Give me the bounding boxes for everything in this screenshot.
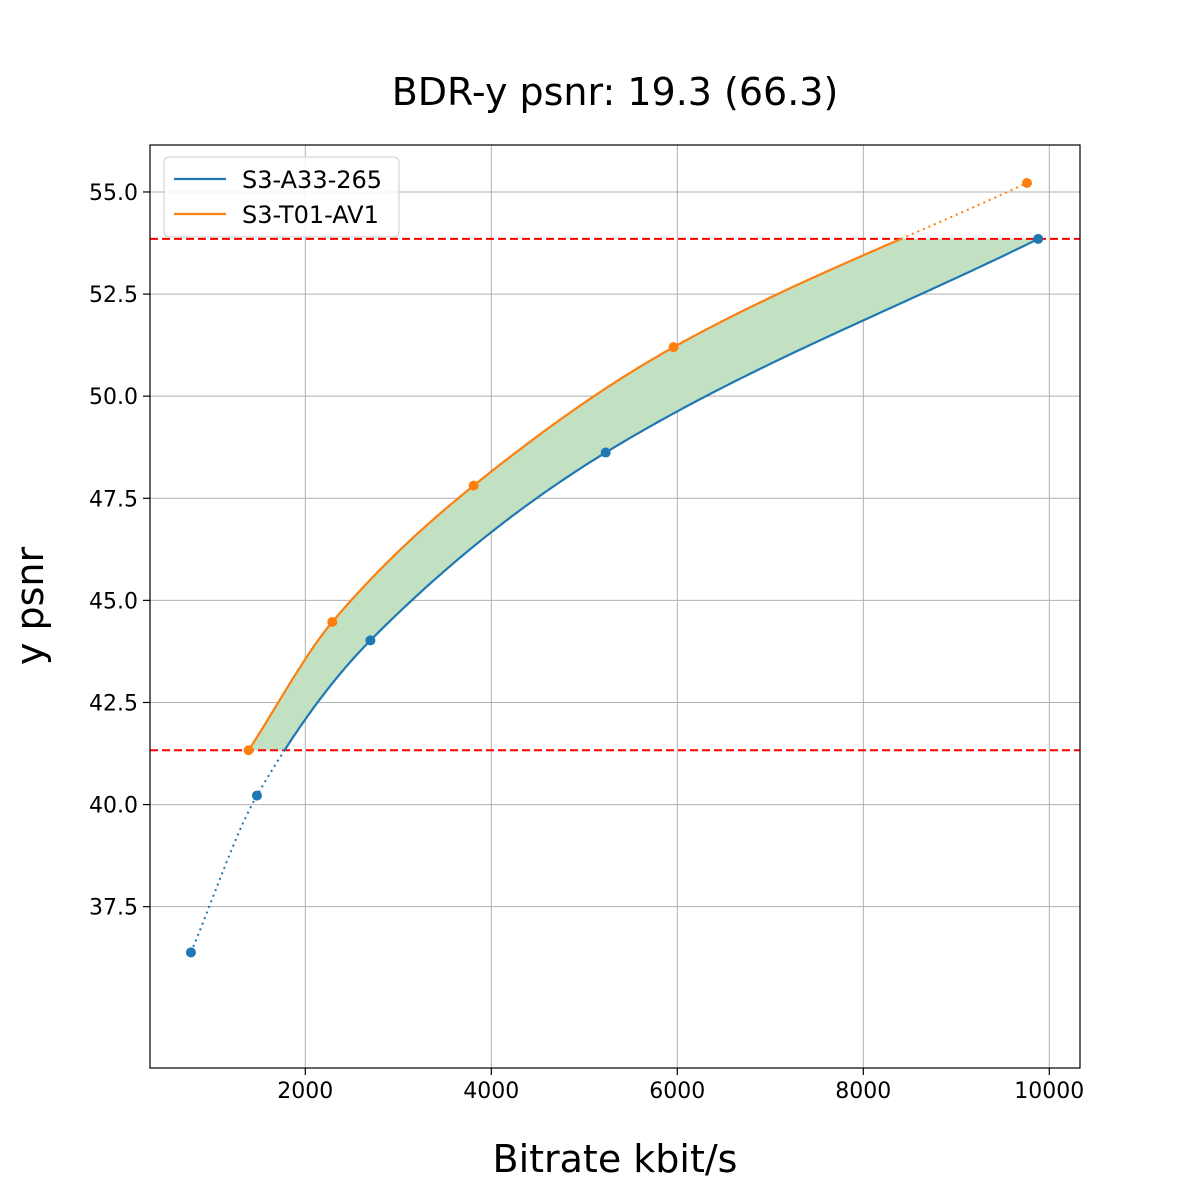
x-axis-label: Bitrate kbit/s <box>493 1137 738 1181</box>
series-0-point <box>600 447 611 458</box>
series-1-point <box>243 745 254 756</box>
x-tick-label: 6000 <box>649 1079 705 1104</box>
y-tick-label: 50.0 <box>89 385 138 410</box>
y-tick-label: 40.0 <box>89 794 138 819</box>
series-1-point <box>468 480 479 491</box>
legend-label: S3-T01-AV1 <box>242 201 379 229</box>
legend-box <box>163 156 400 238</box>
series-0-point <box>185 947 196 958</box>
series-0-line <box>283 237 1039 751</box>
x-tick-label: 4000 <box>463 1079 519 1104</box>
series-0-point <box>365 635 376 646</box>
series-1-line <box>247 237 902 751</box>
series-1-point <box>1021 177 1032 188</box>
x-tick-label: 2000 <box>277 1079 333 1104</box>
y-tick-label: 52.5 <box>89 283 138 308</box>
series-0-extension-low <box>189 749 286 953</box>
x-tick-label: 8000 <box>835 1079 891 1104</box>
x-tick-label: 10000 <box>1014 1079 1084 1104</box>
series-1-extension-high <box>900 182 1028 240</box>
series-0-point <box>251 790 262 801</box>
y-tick-label: 37.5 <box>89 896 138 921</box>
legend: S3-A33-265 S3-T01-AV1 <box>163 156 400 238</box>
series-0-point <box>1033 233 1044 244</box>
axes-frame <box>149 144 1081 1069</box>
legend-label: S3-A33-265 <box>242 166 382 194</box>
y-tick-label: 42.5 <box>89 691 138 716</box>
y-tick-label: 55.0 <box>89 181 138 206</box>
bd-rate-area <box>248 238 1039 751</box>
series-1-point <box>327 617 338 628</box>
series-1-point <box>668 342 679 353</box>
y-tick-label: 47.5 <box>89 487 138 512</box>
y-axis-label: y psnr <box>8 547 52 666</box>
y-tick-label: 45.0 <box>89 589 138 614</box>
chart-title: BDR-y psnr: 19.3 (66.3) <box>392 70 839 114</box>
plot-area: 2000 4000 6000 8000 10000 37.5 40.0 42.5 45.0 47.… <box>89 144 1084 1104</box>
